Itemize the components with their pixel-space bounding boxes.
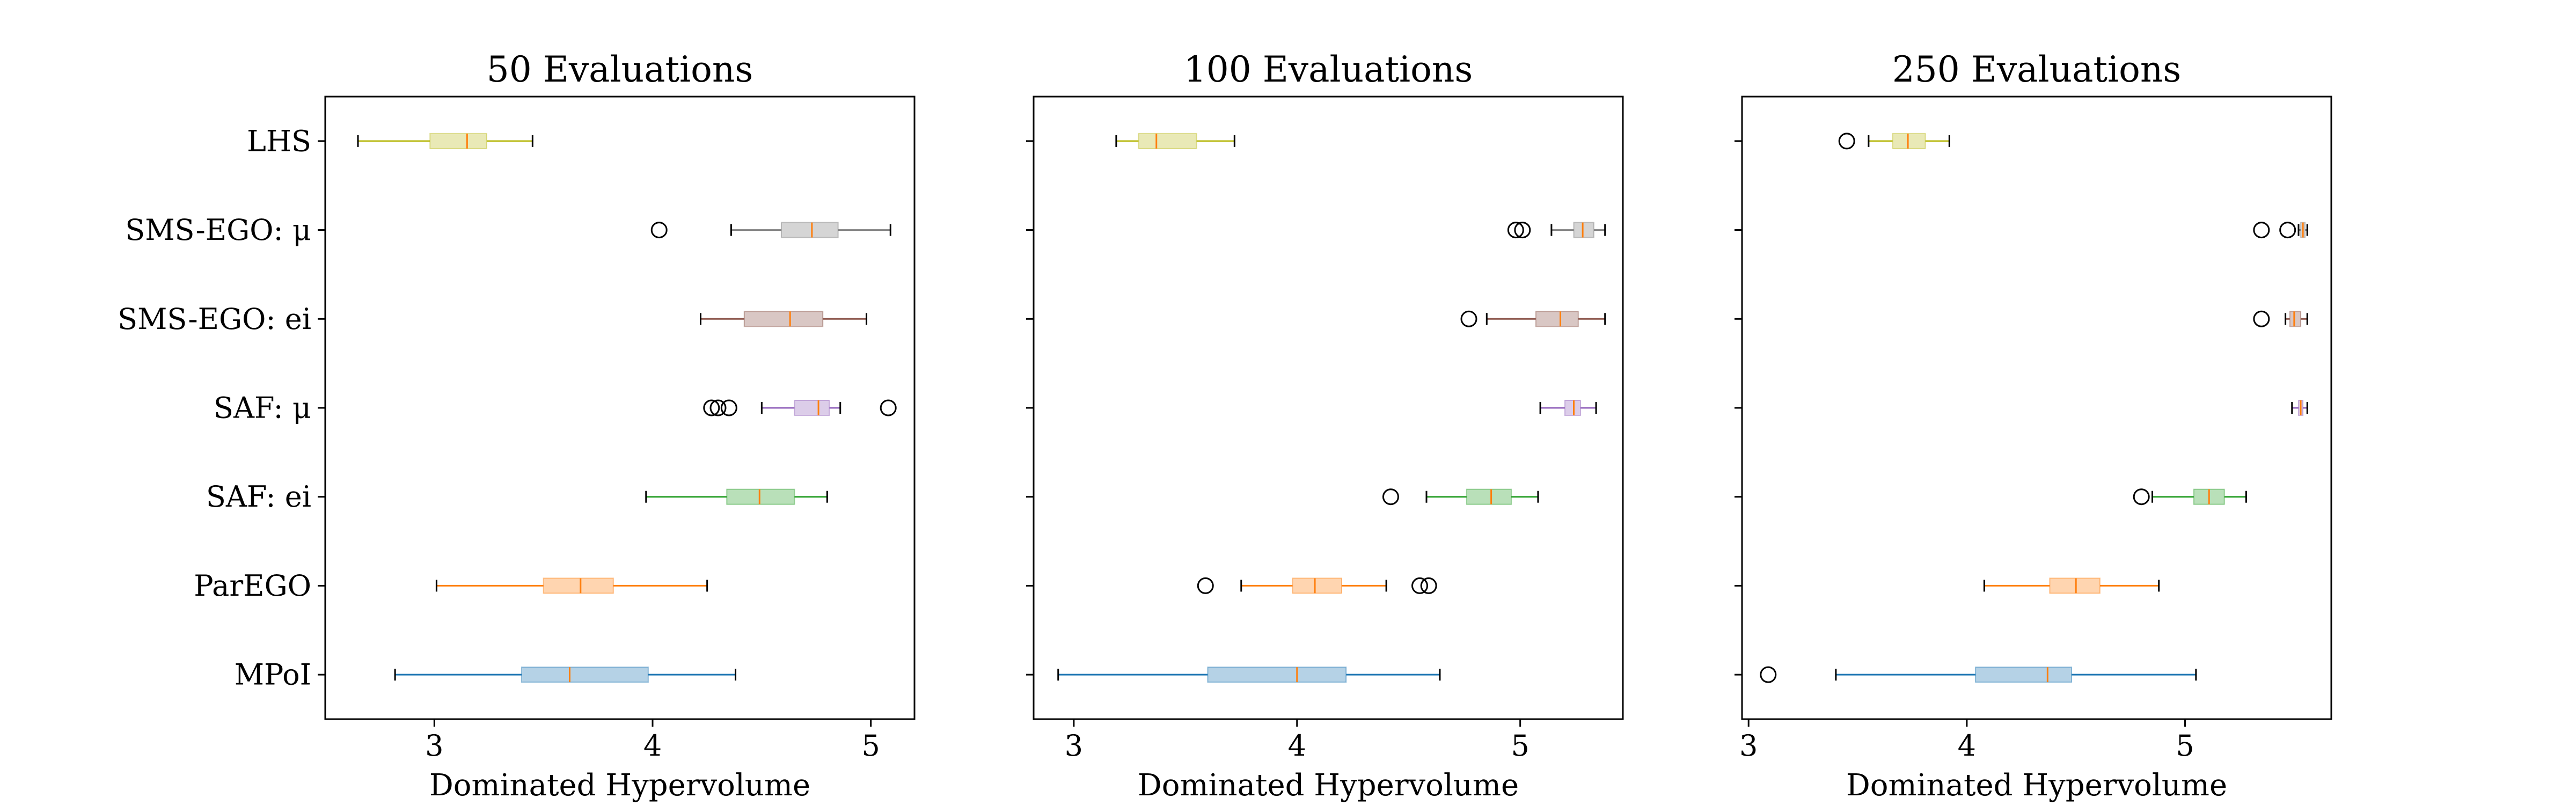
- x-tick-label: 5: [1511, 729, 1529, 763]
- box-parego: [1197, 577, 1437, 594]
- iqr-box: [1535, 311, 1579, 327]
- category-label-sms-ego: SMS-EGO: μ: [125, 213, 311, 247]
- category-label-mpoi: MPoI: [235, 658, 311, 692]
- outlier-point: [2253, 222, 2270, 239]
- iqr-box: [726, 488, 795, 505]
- category-label-sms-ego-ei: SMS-EGO: ei: [118, 302, 311, 336]
- x-tick-label: 4: [1958, 729, 1976, 763]
- outlier-point: [2253, 310, 2270, 327]
- iqr-box: [1292, 577, 1342, 594]
- panel-3: 250 Evaluations 3 4 5 Dominated Hypervolume: [1735, 49, 2332, 803]
- x-tick-label: 5: [2176, 729, 2194, 763]
- panel-2: 100 Evaluations 3 4 5 Dominated Hypervolume: [1026, 49, 1624, 803]
- box-sms-ego-ei: [1460, 310, 1606, 327]
- iqr-box: [794, 400, 830, 416]
- box-lhs: [357, 133, 533, 149]
- outlier-point: [1838, 133, 1855, 150]
- box-saf: [1539, 400, 1597, 416]
- box-parego: [1983, 577, 2160, 594]
- category-label-saf-ei: SAF: ei: [206, 480, 311, 514]
- box-saf-ei: [2133, 488, 2247, 506]
- iqr-box: [780, 222, 839, 238]
- x-tick-label: 3: [1065, 729, 1083, 763]
- outlier-point: [1197, 577, 1214, 594]
- box-saf: [703, 399, 897, 416]
- box-sms-ego-ei: [2253, 310, 2308, 327]
- box-saf-ei: [1382, 488, 1539, 506]
- x-axis-label: Dominated Hypervolume: [1138, 768, 1519, 803]
- iqr-box: [1573, 222, 1594, 238]
- iqr-box: [2049, 577, 2101, 594]
- box-lhs: [1838, 133, 1950, 150]
- box-sms-ego: [2253, 222, 2308, 239]
- panel-title: 50 Evaluations: [487, 49, 753, 90]
- x-axis-label: Dominated Hypervolume: [429, 768, 810, 803]
- outlier-point: [720, 399, 737, 416]
- panel-1: 50 Evaluations 3 4 5 Dominated Hypervolume: [318, 49, 916, 803]
- outlier-point: [1460, 310, 1477, 327]
- x-tick-label: 3: [1739, 729, 1758, 763]
- box-mpoi: [394, 667, 737, 683]
- x-tick-label: 4: [643, 729, 662, 763]
- box-lhs: [1115, 133, 1235, 149]
- outlier-point: [2133, 488, 2150, 506]
- iqr-box: [1207, 667, 1347, 683]
- category-label-lhs: LHS: [247, 124, 311, 158]
- category-label-saf: SAF: μ: [214, 391, 311, 425]
- box-saf: [2291, 400, 2308, 416]
- x-tick-label: 4: [1288, 729, 1306, 763]
- axes-frame: [1033, 96, 1624, 720]
- box-sms-ego: [650, 222, 891, 239]
- iqr-box: [1975, 667, 2073, 683]
- outlier-point: [1507, 222, 1524, 239]
- iqr-box: [2289, 311, 2302, 327]
- x-axis-label: Dominated Hypervolume: [1846, 768, 2227, 803]
- box-mpoi: [1760, 666, 2197, 683]
- panel-title: 250 Evaluations: [1892, 49, 2181, 90]
- x-tick-label: 3: [425, 729, 443, 763]
- iqr-box: [543, 577, 614, 594]
- outlier-point: [1514, 222, 1531, 239]
- panel-title: 100 Evaluations: [1184, 49, 1473, 90]
- iqr-box: [521, 667, 649, 683]
- outlier-point: [2279, 222, 2296, 239]
- outlier-point: [703, 399, 720, 416]
- box-mpoi: [1057, 667, 1441, 683]
- outlier-point: [709, 399, 727, 416]
- iqr-box: [1564, 400, 1581, 416]
- axes-frame: [1741, 96, 2332, 720]
- iqr-box: [1466, 488, 1512, 505]
- outlier-point: [1411, 577, 1429, 594]
- outlier-point: [880, 399, 897, 416]
- outlier-point: [1420, 577, 1437, 594]
- iqr-box: [1892, 133, 1926, 149]
- box-sms-ego: [1507, 222, 1606, 239]
- iqr-box: [743, 311, 824, 327]
- category-label-parego: ParEGO: [194, 569, 311, 603]
- outlier-point: [650, 222, 668, 239]
- outlier-point: [1382, 488, 1399, 506]
- x-tick-label: 5: [861, 729, 880, 763]
- box-parego: [435, 577, 708, 594]
- outlier-point: [1760, 666, 1777, 683]
- box-sms-ego-ei: [699, 311, 868, 327]
- iqr-box: [429, 133, 487, 149]
- box-saf-ei: [645, 488, 828, 505]
- iqr-box: [1138, 133, 1197, 149]
